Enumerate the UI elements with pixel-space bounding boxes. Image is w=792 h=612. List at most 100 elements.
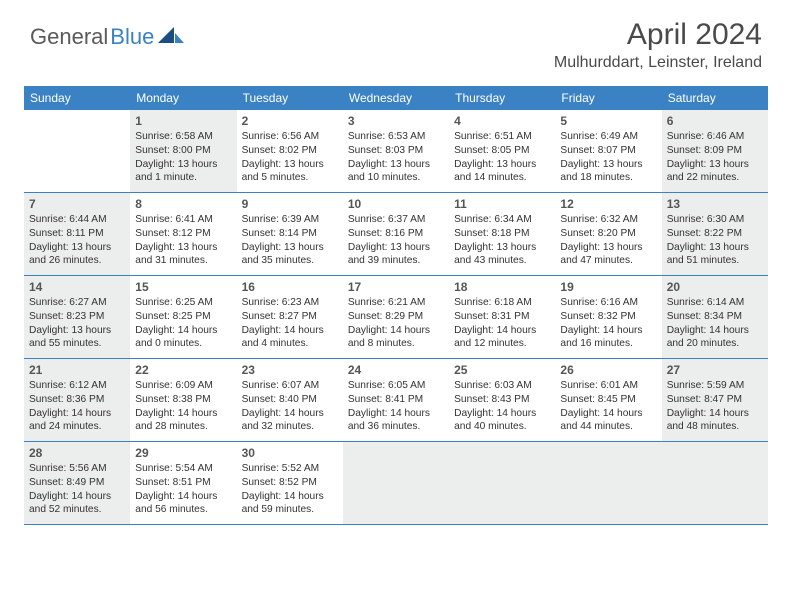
day-cell: 19Sunrise: 6:16 AMSunset: 8:32 PMDayligh…: [555, 276, 661, 358]
sunset-text: Sunset: 8:18 PM: [454, 227, 550, 241]
day-cell: 22Sunrise: 6:09 AMSunset: 8:38 PMDayligh…: [130, 359, 236, 441]
day-number: 26: [560, 362, 656, 378]
daylight-text: Daylight: 14 hours and 16 minutes.: [560, 324, 656, 352]
daylight-text: Daylight: 14 hours and 59 minutes.: [242, 490, 338, 518]
sunset-text: Sunset: 8:16 PM: [348, 227, 444, 241]
day-cell: 6Sunrise: 6:46 AMSunset: 8:09 PMDaylight…: [662, 110, 768, 192]
weekday-header: Sunday: [24, 86, 130, 110]
sunrise-text: Sunrise: 6:34 AM: [454, 213, 550, 227]
daylight-text: Daylight: 13 hours and 26 minutes.: [29, 241, 125, 269]
day-cell: [555, 442, 661, 524]
day-number: 28: [29, 445, 125, 461]
day-cell: 20Sunrise: 6:14 AMSunset: 8:34 PMDayligh…: [662, 276, 768, 358]
sunrise-text: Sunrise: 6:12 AM: [29, 379, 125, 393]
sunset-text: Sunset: 8:07 PM: [560, 144, 656, 158]
day-cell: 12Sunrise: 6:32 AMSunset: 8:20 PMDayligh…: [555, 193, 661, 275]
day-number: 24: [348, 362, 444, 378]
sunrise-text: Sunrise: 6:44 AM: [29, 213, 125, 227]
daylight-text: Daylight: 14 hours and 40 minutes.: [454, 407, 550, 435]
sunset-text: Sunset: 8:31 PM: [454, 310, 550, 324]
daylight-text: Daylight: 14 hours and 12 minutes.: [454, 324, 550, 352]
sunrise-text: Sunrise: 6:51 AM: [454, 130, 550, 144]
day-cell: 1Sunrise: 6:58 AMSunset: 8:00 PMDaylight…: [130, 110, 236, 192]
sunset-text: Sunset: 8:32 PM: [560, 310, 656, 324]
sunset-text: Sunset: 8:36 PM: [29, 393, 125, 407]
sunrise-text: Sunrise: 6:27 AM: [29, 296, 125, 310]
sunrise-text: Sunrise: 5:54 AM: [135, 462, 231, 476]
weekday-header: Thursday: [449, 86, 555, 110]
sunset-text: Sunset: 8:49 PM: [29, 476, 125, 490]
sunset-text: Sunset: 8:03 PM: [348, 144, 444, 158]
day-cell: [662, 442, 768, 524]
sunset-text: Sunset: 8:22 PM: [667, 227, 763, 241]
sunset-text: Sunset: 8:40 PM: [242, 393, 338, 407]
logo: General Blue: [30, 18, 184, 50]
day-cell: 10Sunrise: 6:37 AMSunset: 8:16 PMDayligh…: [343, 193, 449, 275]
day-cell: 5Sunrise: 6:49 AMSunset: 8:07 PMDaylight…: [555, 110, 661, 192]
sunset-text: Sunset: 8:05 PM: [454, 144, 550, 158]
day-number: 20: [667, 279, 763, 295]
day-number: 5: [560, 113, 656, 129]
sunrise-text: Sunrise: 6:25 AM: [135, 296, 231, 310]
daylight-text: Daylight: 14 hours and 52 minutes.: [29, 490, 125, 518]
sunrise-text: Sunrise: 6:53 AM: [348, 130, 444, 144]
sunrise-text: Sunrise: 5:52 AM: [242, 462, 338, 476]
day-cell: 25Sunrise: 6:03 AMSunset: 8:43 PMDayligh…: [449, 359, 555, 441]
week-row: 14Sunrise: 6:27 AMSunset: 8:23 PMDayligh…: [24, 276, 768, 359]
day-number: 3: [348, 113, 444, 129]
daylight-text: Daylight: 14 hours and 56 minutes.: [135, 490, 231, 518]
weekday-header: Monday: [130, 86, 236, 110]
daylight-text: Daylight: 14 hours and 36 minutes.: [348, 407, 444, 435]
logo-text-general: General: [30, 24, 108, 50]
sunrise-text: Sunrise: 6:18 AM: [454, 296, 550, 310]
day-cell: 17Sunrise: 6:21 AMSunset: 8:29 PMDayligh…: [343, 276, 449, 358]
day-number: 29: [135, 445, 231, 461]
weekday-header-row: SundayMondayTuesdayWednesdayThursdayFrid…: [24, 86, 768, 110]
sunset-text: Sunset: 8:00 PM: [135, 144, 231, 158]
day-number: 23: [242, 362, 338, 378]
day-number: 9: [242, 196, 338, 212]
sunset-text: Sunset: 8:34 PM: [667, 310, 763, 324]
sunrise-text: Sunrise: 6:32 AM: [560, 213, 656, 227]
daylight-text: Daylight: 13 hours and 39 minutes.: [348, 241, 444, 269]
day-number: 21: [29, 362, 125, 378]
sunset-text: Sunset: 8:52 PM: [242, 476, 338, 490]
sunset-text: Sunset: 8:47 PM: [667, 393, 763, 407]
daylight-text: Daylight: 13 hours and 43 minutes.: [454, 241, 550, 269]
daylight-text: Daylight: 14 hours and 28 minutes.: [135, 407, 231, 435]
sunrise-text: Sunrise: 6:05 AM: [348, 379, 444, 393]
sunset-text: Sunset: 8:09 PM: [667, 144, 763, 158]
day-cell: 28Sunrise: 5:56 AMSunset: 8:49 PMDayligh…: [24, 442, 130, 524]
day-number: 27: [667, 362, 763, 378]
sunset-text: Sunset: 8:27 PM: [242, 310, 338, 324]
sunset-text: Sunset: 8:20 PM: [560, 227, 656, 241]
day-cell: 8Sunrise: 6:41 AMSunset: 8:12 PMDaylight…: [130, 193, 236, 275]
sunrise-text: Sunrise: 6:49 AM: [560, 130, 656, 144]
day-cell: 9Sunrise: 6:39 AMSunset: 8:14 PMDaylight…: [237, 193, 343, 275]
day-number: 11: [454, 196, 550, 212]
day-number: 2: [242, 113, 338, 129]
sunrise-text: Sunrise: 6:46 AM: [667, 130, 763, 144]
day-cell: [343, 442, 449, 524]
sunrise-text: Sunrise: 6:21 AM: [348, 296, 444, 310]
page-header: General Blue April 2024 Mulhurddart, Lei…: [0, 0, 792, 80]
sunrise-text: Sunrise: 5:56 AM: [29, 462, 125, 476]
sunrise-text: Sunrise: 6:01 AM: [560, 379, 656, 393]
day-number: 10: [348, 196, 444, 212]
daylight-text: Daylight: 14 hours and 32 minutes.: [242, 407, 338, 435]
day-number: 8: [135, 196, 231, 212]
week-row: 1Sunrise: 6:58 AMSunset: 8:00 PMDaylight…: [24, 110, 768, 193]
day-cell: 3Sunrise: 6:53 AMSunset: 8:03 PMDaylight…: [343, 110, 449, 192]
sunset-text: Sunset: 8:29 PM: [348, 310, 444, 324]
sunrise-text: Sunrise: 6:07 AM: [242, 379, 338, 393]
logo-sail-icon: [158, 25, 184, 50]
day-cell: [449, 442, 555, 524]
day-cell: 18Sunrise: 6:18 AMSunset: 8:31 PMDayligh…: [449, 276, 555, 358]
location-text: Mulhurddart, Leinster, Ireland: [554, 54, 762, 72]
daylight-text: Daylight: 13 hours and 18 minutes.: [560, 158, 656, 186]
day-cell: 21Sunrise: 6:12 AMSunset: 8:36 PMDayligh…: [24, 359, 130, 441]
daylight-text: Daylight: 13 hours and 1 minute.: [135, 158, 231, 186]
day-cell: [24, 110, 130, 192]
day-cell: 15Sunrise: 6:25 AMSunset: 8:25 PMDayligh…: [130, 276, 236, 358]
day-number: 16: [242, 279, 338, 295]
